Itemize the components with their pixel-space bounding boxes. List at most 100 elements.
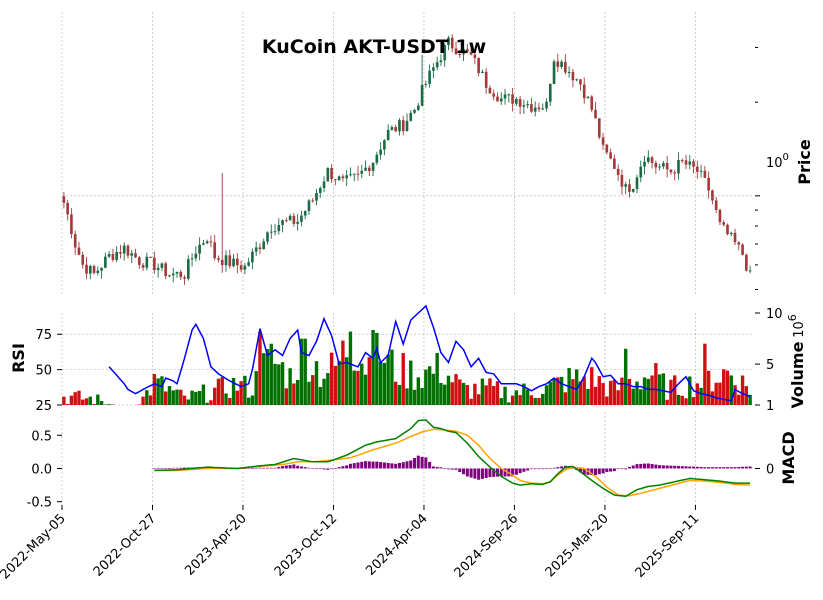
- volume-bar: [533, 397, 537, 405]
- volume-bar: [544, 385, 549, 405]
- volume-bar: [205, 402, 209, 405]
- macd-histogram-bar: [303, 467, 307, 469]
- macd-histogram-bar: [356, 462, 360, 469]
- price-candle: [579, 79, 582, 85]
- price-candle: [613, 158, 616, 169]
- macd-histogram-bar: [676, 465, 680, 469]
- price-candle: [590, 96, 594, 110]
- price-candle: [77, 247, 81, 255]
- volume-bar: [201, 384, 206, 405]
- price-candle: [337, 176, 341, 181]
- volume-panel: [62, 329, 752, 405]
- price-candle: [745, 254, 748, 271]
- volume-bar: [378, 361, 383, 405]
- volume-bar: [73, 392, 77, 405]
- price-candle: [601, 137, 605, 145]
- price-candle: [322, 181, 326, 189]
- price-candle: [401, 120, 405, 131]
- macd-tick-label: -0.5: [27, 496, 52, 511]
- volume-bar: [160, 376, 164, 405]
- volume-bar: [84, 398, 89, 405]
- price-candle: [435, 62, 439, 68]
- price-candle: [688, 161, 692, 165]
- macd-histogram-bar: [424, 457, 428, 469]
- macd-histogram-bar: [684, 466, 688, 469]
- macd-histogram-bar: [288, 465, 292, 469]
- price-candle: [499, 98, 503, 102]
- macd-histogram-bar: [514, 468, 518, 475]
- price-candle: [126, 245, 130, 256]
- macd-histogram-bar: [661, 465, 665, 469]
- price-candle: [737, 242, 741, 245]
- volume-bar: [277, 364, 281, 405]
- macd-histogram-bar: [601, 468, 605, 474]
- volume-bar: [574, 369, 579, 405]
- price-candle: [680, 160, 684, 162]
- volume-bar: [216, 378, 221, 405]
- volume-bar: [416, 377, 421, 405]
- price-tick-label: 100: [766, 152, 789, 171]
- price-candle: [703, 170, 707, 178]
- price-candle: [288, 215, 292, 221]
- price-candle: [273, 231, 277, 233]
- macd-histogram-bar: [443, 468, 447, 470]
- macd-histogram-bar: [552, 467, 556, 469]
- macd-panel: [152, 419, 752, 498]
- volume-bar: [718, 382, 722, 405]
- price-candle: [450, 37, 454, 49]
- macd-histogram-bar: [390, 463, 394, 469]
- rsi-panel: [108, 304, 751, 402]
- price-candle: [726, 224, 729, 235]
- price-candle: [469, 51, 473, 55]
- price-candle: [628, 184, 631, 192]
- rsi-axis-title: RSI: [9, 343, 28, 373]
- volume-bar: [194, 391, 198, 405]
- price-candle: [564, 61, 567, 73]
- macd-histogram-bar: [183, 467, 187, 469]
- price-candle: [386, 129, 390, 141]
- rsi-line: [108, 304, 751, 402]
- macd-right-tick-label: 0: [766, 462, 774, 477]
- macd-histogram-bar: [518, 468, 522, 474]
- volume-bar: [661, 373, 666, 405]
- macd-histogram-bar: [379, 462, 383, 469]
- volume-bar: [601, 383, 605, 405]
- price-candle: [334, 179, 337, 181]
- price-candle: [669, 169, 673, 173]
- volume-bar: [439, 382, 443, 405]
- volume-bar: [141, 396, 145, 405]
- volume-tick-label: 5: [766, 358, 774, 373]
- macd-histogram-bar: [409, 460, 413, 469]
- macd-histogram-bar: [364, 461, 368, 469]
- price-candle: [134, 253, 137, 258]
- volume-bar: [311, 375, 315, 405]
- price-candle: [247, 262, 250, 266]
- volume-bar: [224, 393, 228, 405]
- price-candle: [266, 232, 269, 242]
- price-candle: [413, 109, 416, 113]
- macd-histogram-bar: [725, 467, 729, 469]
- volume-bar: [435, 352, 439, 405]
- x-tick-label: 2023-Oct-12: [272, 511, 340, 579]
- price-candle: [503, 94, 507, 99]
- volume-bar: [706, 370, 711, 405]
- macd-histogram-bar: [258, 467, 262, 469]
- volume-bar: [473, 383, 477, 405]
- volume-bar: [458, 379, 462, 405]
- macd-histogram-bar: [533, 468, 537, 470]
- macd-axis-title: MACD: [779, 431, 798, 484]
- price-candle: [428, 70, 431, 84]
- price-candle: [432, 67, 435, 71]
- macd-histogram-bar: [590, 468, 594, 476]
- price-candle: [454, 48, 458, 55]
- price-candle: [92, 265, 96, 273]
- x-tick-label: 2024-Sep-26: [452, 511, 522, 581]
- volume-bar: [488, 378, 492, 405]
- price-candle: [217, 258, 220, 260]
- macd-histogram-bar: [658, 465, 662, 469]
- price-candle: [160, 263, 164, 268]
- price-candle: [526, 104, 529, 106]
- macd-histogram-bar: [273, 467, 277, 469]
- macd-histogram-bar: [673, 465, 677, 469]
- volume-bar: [639, 389, 643, 405]
